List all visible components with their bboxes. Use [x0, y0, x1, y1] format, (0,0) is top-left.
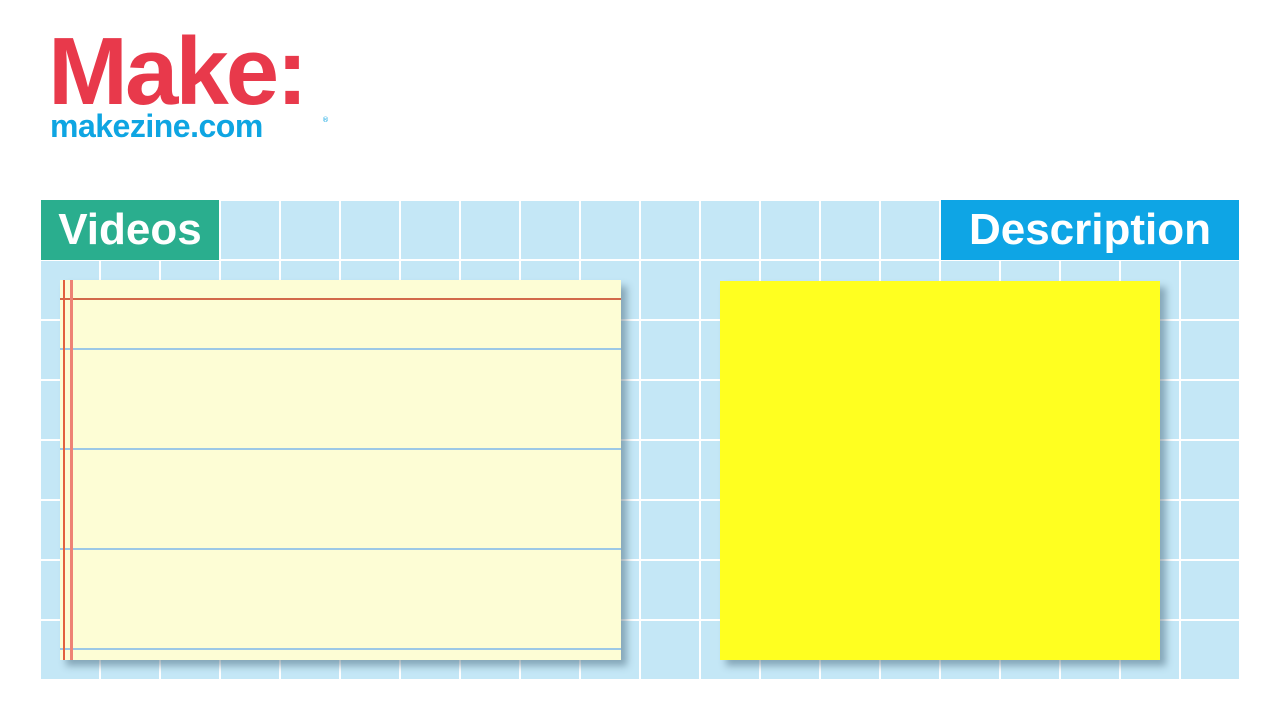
make-logo: Make: makezine.com ® — [48, 24, 338, 149]
paper-header-line — [60, 298, 621, 300]
videos-notebook-paper — [60, 280, 621, 660]
description-header: Description — [941, 200, 1239, 260]
paper-margin-line — [63, 280, 65, 660]
registered-mark: ® — [322, 116, 329, 124]
videos-header: Videos — [41, 200, 219, 260]
description-sticky-note — [720, 281, 1160, 660]
logo-wordmark: Make: — [48, 18, 308, 125]
logo-site-url: makezine.com — [50, 108, 263, 144]
paper-margin-line-secondary — [70, 280, 73, 660]
